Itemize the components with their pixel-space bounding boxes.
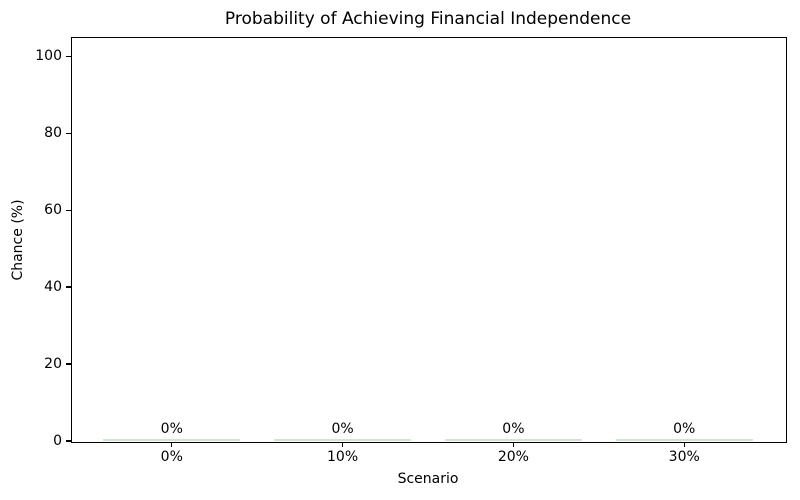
plot-area bbox=[71, 37, 787, 443]
bar bbox=[274, 439, 411, 441]
x-tick-mark bbox=[512, 442, 514, 448]
x-tick-mark bbox=[341, 442, 344, 448]
x-axis-label: Scenario bbox=[397, 471, 459, 487]
y-tick-label: 80 bbox=[44, 125, 62, 142]
bar bbox=[445, 439, 582, 441]
y-tick-mark bbox=[66, 286, 71, 288]
y-tick-label: 60 bbox=[44, 202, 62, 219]
bar-value-label: 0% bbox=[502, 421, 525, 437]
x-tick-mark bbox=[171, 442, 173, 448]
y-tick-label: 100 bbox=[35, 48, 62, 65]
bar-value-label: 0% bbox=[160, 421, 183, 437]
y-tick-mark bbox=[66, 209, 71, 211]
bar-value-label: 0% bbox=[331, 421, 354, 437]
y-tick-mark bbox=[66, 132, 71, 134]
x-tick-label: 30% bbox=[668, 449, 700, 465]
y-tick-label: 20 bbox=[44, 356, 62, 373]
y-tick-mark bbox=[66, 55, 71, 57]
x-tick-mark bbox=[683, 442, 685, 448]
bar-value-label: 0% bbox=[673, 421, 696, 437]
y-tick-mark bbox=[66, 363, 71, 365]
y-tick-mark bbox=[66, 440, 71, 442]
x-tick-label: 20% bbox=[497, 449, 529, 465]
x-tick-label: 10% bbox=[327, 449, 359, 465]
chart-title: Probability of Achieving Financial Indep… bbox=[224, 9, 632, 29]
bar bbox=[103, 439, 241, 441]
x-tick-label: 0% bbox=[160, 449, 183, 465]
y-tick-label: 40 bbox=[44, 279, 62, 296]
y-axis-label: Chance (%) bbox=[10, 199, 26, 281]
y-tick-label: 0 bbox=[53, 433, 62, 449]
bar bbox=[615, 439, 753, 441]
